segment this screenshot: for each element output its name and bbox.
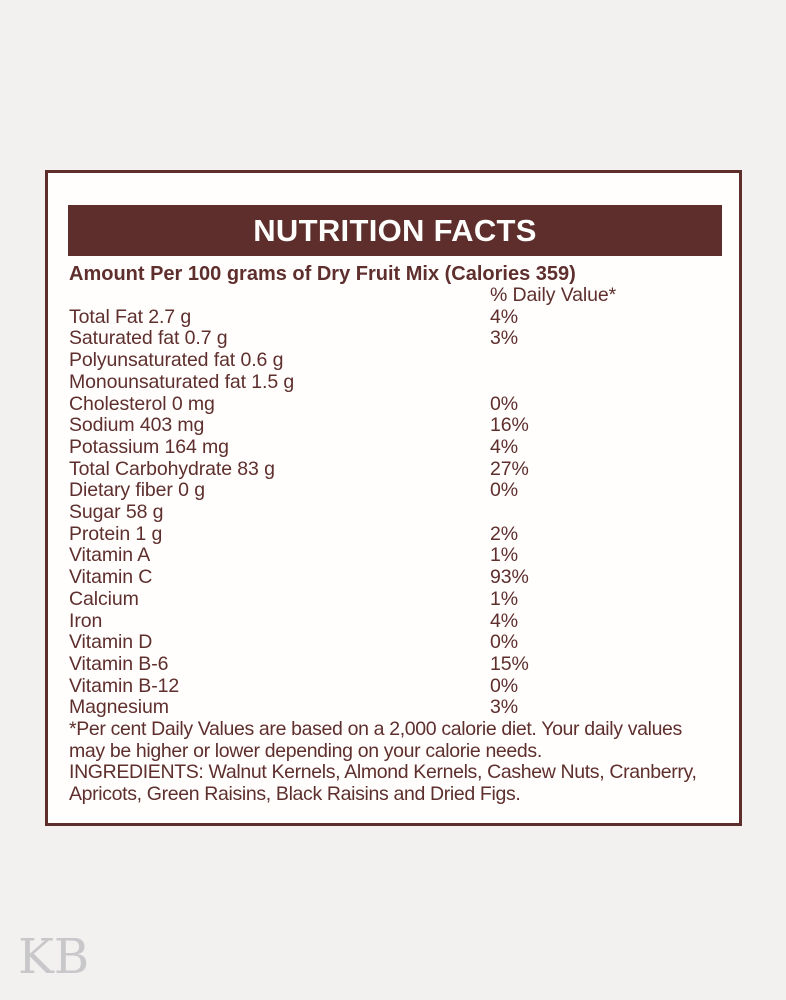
nutrient-row: Iron 4% — [48, 609, 739, 633]
daily-value-column-header: % Daily Value* — [490, 284, 617, 306]
nutrient-daily-value: 93% — [490, 566, 529, 589]
nutrient-name: Protein 1 g — [69, 522, 163, 545]
nutrition-table: % Daily Value* Total Fat 2.7 g 4% Satura… — [48, 284, 739, 719]
amount-per-serving-line: Amount Per 100 grams of Dry Fruit Mix (C… — [69, 263, 576, 285]
nutrient-row: Polyunsaturated fat 0.6 g — [48, 349, 739, 372]
nutrient-name: Vitamin D — [69, 631, 153, 654]
nutrition-facts-card: NUTRITION FACTS Amount Per 100 grams of … — [45, 170, 742, 826]
nutrient-row: Vitamin C 93% — [48, 566, 739, 589]
nutrient-name: Calcium — [69, 587, 139, 610]
watermark-kb: KB — [18, 929, 90, 985]
nutrient-daily-value — [490, 350, 739, 372]
nutrient-daily-value: 0% — [490, 674, 518, 697]
nutrient-name: Sugar 58 g — [69, 501, 164, 524]
nutrient-row: Vitamin B-12 0% — [48, 674, 739, 698]
nutrient-row: Total Carbohydrate 83 g 27% — [48, 457, 739, 481]
nutrition-facts-title: NUTRITION FACTS — [253, 212, 537, 248]
nutrient-row: Protein 1 g 2% — [48, 522, 739, 546]
nutrient-row: Vitamin A 1% — [48, 545, 739, 567]
nutrient-name: Sodium 403 mg — [69, 414, 205, 437]
nutrient-name: Vitamin B-6 — [69, 652, 169, 675]
nutrient-daily-value: 3% — [490, 327, 518, 350]
nutrient-row: Total Fat 2.7 g 4% — [48, 305, 739, 329]
nutrient-row: Dietary fiber 0 g 0% — [48, 480, 739, 502]
nutrient-daily-value: 0% — [490, 392, 518, 415]
nutrient-daily-value: 4% — [490, 305, 518, 328]
nutrition-table-rows: Total Fat 2.7 g 4% Saturated fat 0.7 g 3… — [48, 305, 739, 719]
nutrient-row: Potassium 164 mg 4% — [48, 435, 739, 459]
nutrient-name: Vitamin A — [69, 544, 151, 567]
nutrient-name: Magnesium — [69, 696, 169, 719]
nutrition-facts-header-bar: NUTRITION FACTS — [68, 205, 722, 256]
nutrient-daily-value: 1% — [490, 587, 518, 610]
nutrient-daily-value: 2% — [490, 522, 518, 545]
nutrient-name: Cholesterol 0 mg — [69, 392, 215, 415]
nutrient-daily-value: 15% — [490, 652, 529, 675]
nutrient-daily-value: 4% — [490, 609, 518, 632]
nutrient-row: Calcium 1% — [48, 587, 739, 611]
nutrient-name: Vitamin C — [69, 566, 153, 589]
nutrient-daily-value: 4% — [490, 435, 518, 458]
nutrient-row: Vitamin B-6 15% — [48, 652, 739, 676]
nutrient-daily-value: 27% — [490, 457, 529, 480]
nutrient-name: Potassium 164 mg — [69, 435, 229, 458]
nutrient-name: Polyunsaturated fat 0.6 g — [69, 349, 284, 372]
nutrient-row: Vitamin D 0% — [48, 632, 739, 654]
daily-value-footnote-line-2: may be higher or lower depending on your… — [69, 739, 542, 762]
nutrient-row: Magnesium 3% — [48, 697, 739, 719]
nutrient-row: Cholesterol 0 mg 0% — [48, 392, 739, 416]
nutrient-row: Sodium 403 mg 16% — [48, 415, 739, 437]
nutrient-name: Saturated fat 0.7 g — [69, 327, 228, 350]
nutrient-daily-value: 1% — [490, 544, 518, 567]
nutrient-daily-value: 0% — [490, 479, 518, 502]
nutrient-name: Vitamin B-12 — [69, 674, 180, 697]
nutrient-daily-value — [490, 372, 739, 394]
nutrient-name-header — [69, 285, 490, 307]
nutrient-daily-value: 3% — [490, 696, 518, 719]
nutrient-daily-value: 0% — [490, 631, 518, 654]
nutrient-name: Monounsaturated fat 1.5 g — [69, 370, 295, 393]
nutrient-name: Total Carbohydrate 83 g — [69, 457, 275, 480]
nutrient-daily-value — [490, 502, 739, 524]
nutrient-name: Dietary fiber 0 g — [69, 479, 205, 502]
nutrient-row: Monounsaturated fat 1.5 g — [48, 370, 739, 394]
nutrient-name: Iron — [69, 609, 103, 632]
nutrient-row: Saturated fat 0.7 g 3% — [48, 328, 739, 350]
table-header-row: % Daily Value* — [48, 284, 739, 307]
nutrient-row: Sugar 58 g — [48, 501, 739, 524]
ingredients-line-1: INGREDIENTS: Walnut Kernels, Almond Kern… — [69, 761, 697, 784]
nutrient-name: Total Fat 2.7 g — [69, 305, 192, 328]
daily-value-footnote-line-1: *Per cent Daily Values are based on a 2,… — [69, 718, 682, 741]
ingredients-line-2: Apricots, Green Raisins, Black Raisins a… — [69, 783, 521, 806]
nutrient-daily-value: 16% — [490, 414, 529, 437]
